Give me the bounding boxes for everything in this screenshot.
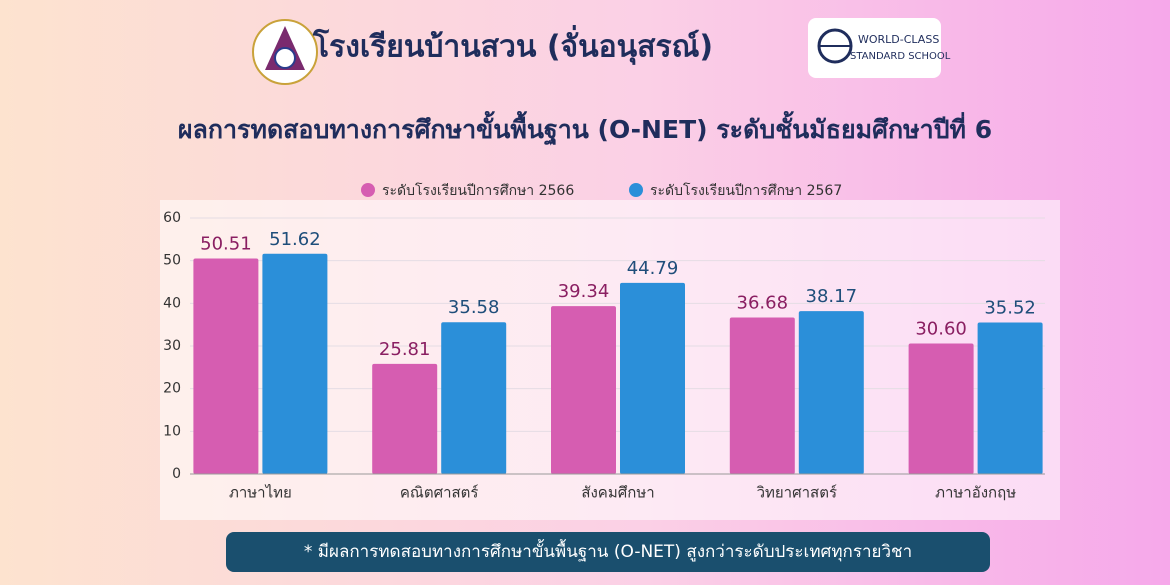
value-label: 36.68 — [737, 292, 789, 313]
value-label: 38.17 — [806, 286, 858, 307]
bar — [441, 322, 507, 474]
footnote: * มีผลการทดสอบทางการศึกษาขั้นพื้นฐาน (O-… — [304, 539, 912, 562]
school-name: โรงเรียนบ้านสวน (จั่นอนุสรณ์) — [312, 25, 713, 66]
y-tick-label: 0 — [172, 466, 181, 482]
bar — [729, 317, 795, 474]
chart-title: ผลการทดสอบทางการศึกษาขั้นพื้นฐาน (O-NET)… — [178, 110, 992, 146]
x-tick-label: ภาษาอังกฤษ — [935, 484, 1016, 502]
value-label: 35.52 — [984, 297, 1036, 318]
x-tick-label: คณิตศาสตร์ — [400, 484, 479, 502]
value-label: 25.81 — [379, 339, 431, 360]
y-tick-label: 20 — [163, 381, 181, 397]
value-label: 44.79 — [627, 258, 679, 279]
bar — [262, 253, 328, 474]
value-label: 51.62 — [269, 229, 321, 250]
bar — [372, 363, 438, 474]
bar — [620, 282, 685, 474]
bar — [908, 343, 974, 474]
value-label: 30.60 — [915, 318, 967, 339]
bar — [551, 306, 616, 474]
y-tick-label: 40 — [163, 295, 181, 311]
legend-marker — [361, 183, 375, 197]
bar — [193, 258, 259, 474]
x-tick-label: สังคมศึกษา — [581, 484, 654, 502]
legend-label: ระดับโรงเรียนปีการศึกษา 2567 — [650, 182, 842, 199]
legend-label: ระดับโรงเรียนปีการศึกษา 2566 — [382, 182, 574, 199]
y-tick-label: 60 — [163, 210, 181, 226]
y-tick-label: 30 — [163, 338, 181, 354]
x-tick-label: ภาษาไทย — [229, 484, 292, 502]
y-tick-label: 50 — [163, 253, 181, 269]
value-label: 39.34 — [558, 281, 610, 302]
x-tick-label: วิทยาศาสตร์ — [756, 484, 837, 502]
wcss-logo: WORLD-CLASS STANDARD SCHOOL — [808, 18, 951, 78]
value-label: 50.51 — [200, 233, 252, 254]
logo-text: STANDARD SCHOOL — [850, 51, 951, 62]
bar — [798, 311, 864, 474]
school-logo — [252, 19, 318, 85]
y-tick-label: 10 — [163, 423, 181, 439]
legend-marker — [629, 183, 643, 197]
footnote-box — [226, 532, 990, 572]
value-label: 35.58 — [448, 297, 500, 318]
bar — [977, 322, 1043, 474]
logo-text: WORLD-CLASS — [858, 33, 939, 46]
